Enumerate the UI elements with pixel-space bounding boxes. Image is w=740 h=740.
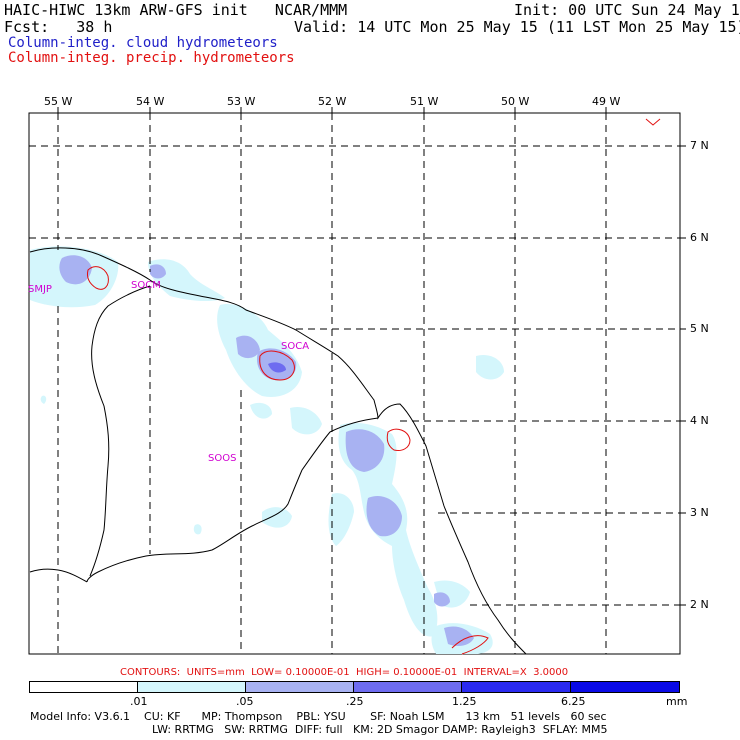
legend-units: mm bbox=[666, 695, 688, 708]
lon-label-53w: 53 W bbox=[227, 95, 256, 108]
lon-label-51w: 51 W bbox=[410, 95, 439, 108]
lon-label-50w: 50 W bbox=[501, 95, 530, 108]
header-forecast-hour: Fcst: 38 h bbox=[4, 18, 113, 36]
lat-label-7n: 7 N bbox=[690, 139, 709, 152]
station-smjp: SMJP bbox=[28, 284, 52, 295]
graticule bbox=[29, 113, 680, 654]
header-init-time: Init: 00 UTC Sun 24 May 15 bbox=[514, 1, 740, 19]
header-valid-time: Valid: 14 UTC Mon 25 May 15 (11 LST Mon … bbox=[294, 18, 740, 36]
legend-label-4: 6.25 bbox=[561, 695, 586, 708]
legend-label-2: .25 bbox=[346, 695, 364, 708]
station-socm: SOCM bbox=[131, 280, 161, 291]
lat-label-2n: 2 N bbox=[690, 598, 709, 611]
footer-model-info: Model Info: V3.6.1 CU: KF MP: Thompson P… bbox=[30, 710, 607, 723]
lon-label-52w: 52 W bbox=[318, 95, 347, 108]
lat-label-6n: 6 N bbox=[690, 231, 709, 244]
lon-label-55w: 55 W bbox=[44, 95, 73, 108]
map-frame bbox=[28, 112, 681, 655]
field-label-precip: Column-integ. precip. hydrometeors bbox=[8, 50, 295, 66]
legend-label-3: 1.25 bbox=[452, 695, 477, 708]
precip-contours bbox=[87, 118, 661, 655]
lat-label-3n: 3 N bbox=[690, 506, 709, 519]
station-soos: SOOS bbox=[208, 453, 237, 464]
cloud-field-dark bbox=[268, 362, 286, 373]
legend-swatch-3 bbox=[353, 681, 462, 693]
coastline bbox=[29, 247, 527, 655]
field-label-cloud: Column-integ. cloud hydrometeors bbox=[8, 35, 278, 51]
legend-label-0: .01 bbox=[130, 695, 148, 708]
lon-label-54w: 54 W bbox=[136, 95, 165, 108]
lon-label-49w: 49 W bbox=[592, 95, 621, 108]
legend-swatch-1 bbox=[137, 681, 246, 693]
legend-swatch-2 bbox=[245, 681, 354, 693]
legend-swatch-4 bbox=[461, 681, 571, 693]
lat-label-5n: 5 N bbox=[690, 322, 709, 335]
axis-ticks bbox=[57, 107, 686, 606]
header-title: HAIC-HIWC 13km ARW-GFS init NCAR/MMM bbox=[4, 1, 348, 19]
legend-swatch-0 bbox=[29, 681, 138, 693]
contour-info: CONTOURS: UNITS=mm LOW= 0.10000E-01 HIGH… bbox=[120, 667, 569, 678]
footer-physics-info: LW: RRTMG SW: RRTMG DIFF: full KM: 2D Sm… bbox=[152, 723, 608, 736]
legend-swatch-5 bbox=[570, 681, 680, 693]
legend-label-1: .05 bbox=[236, 695, 254, 708]
lat-label-4n: 4 N bbox=[690, 414, 709, 427]
station-soca: SOCA bbox=[281, 341, 310, 352]
